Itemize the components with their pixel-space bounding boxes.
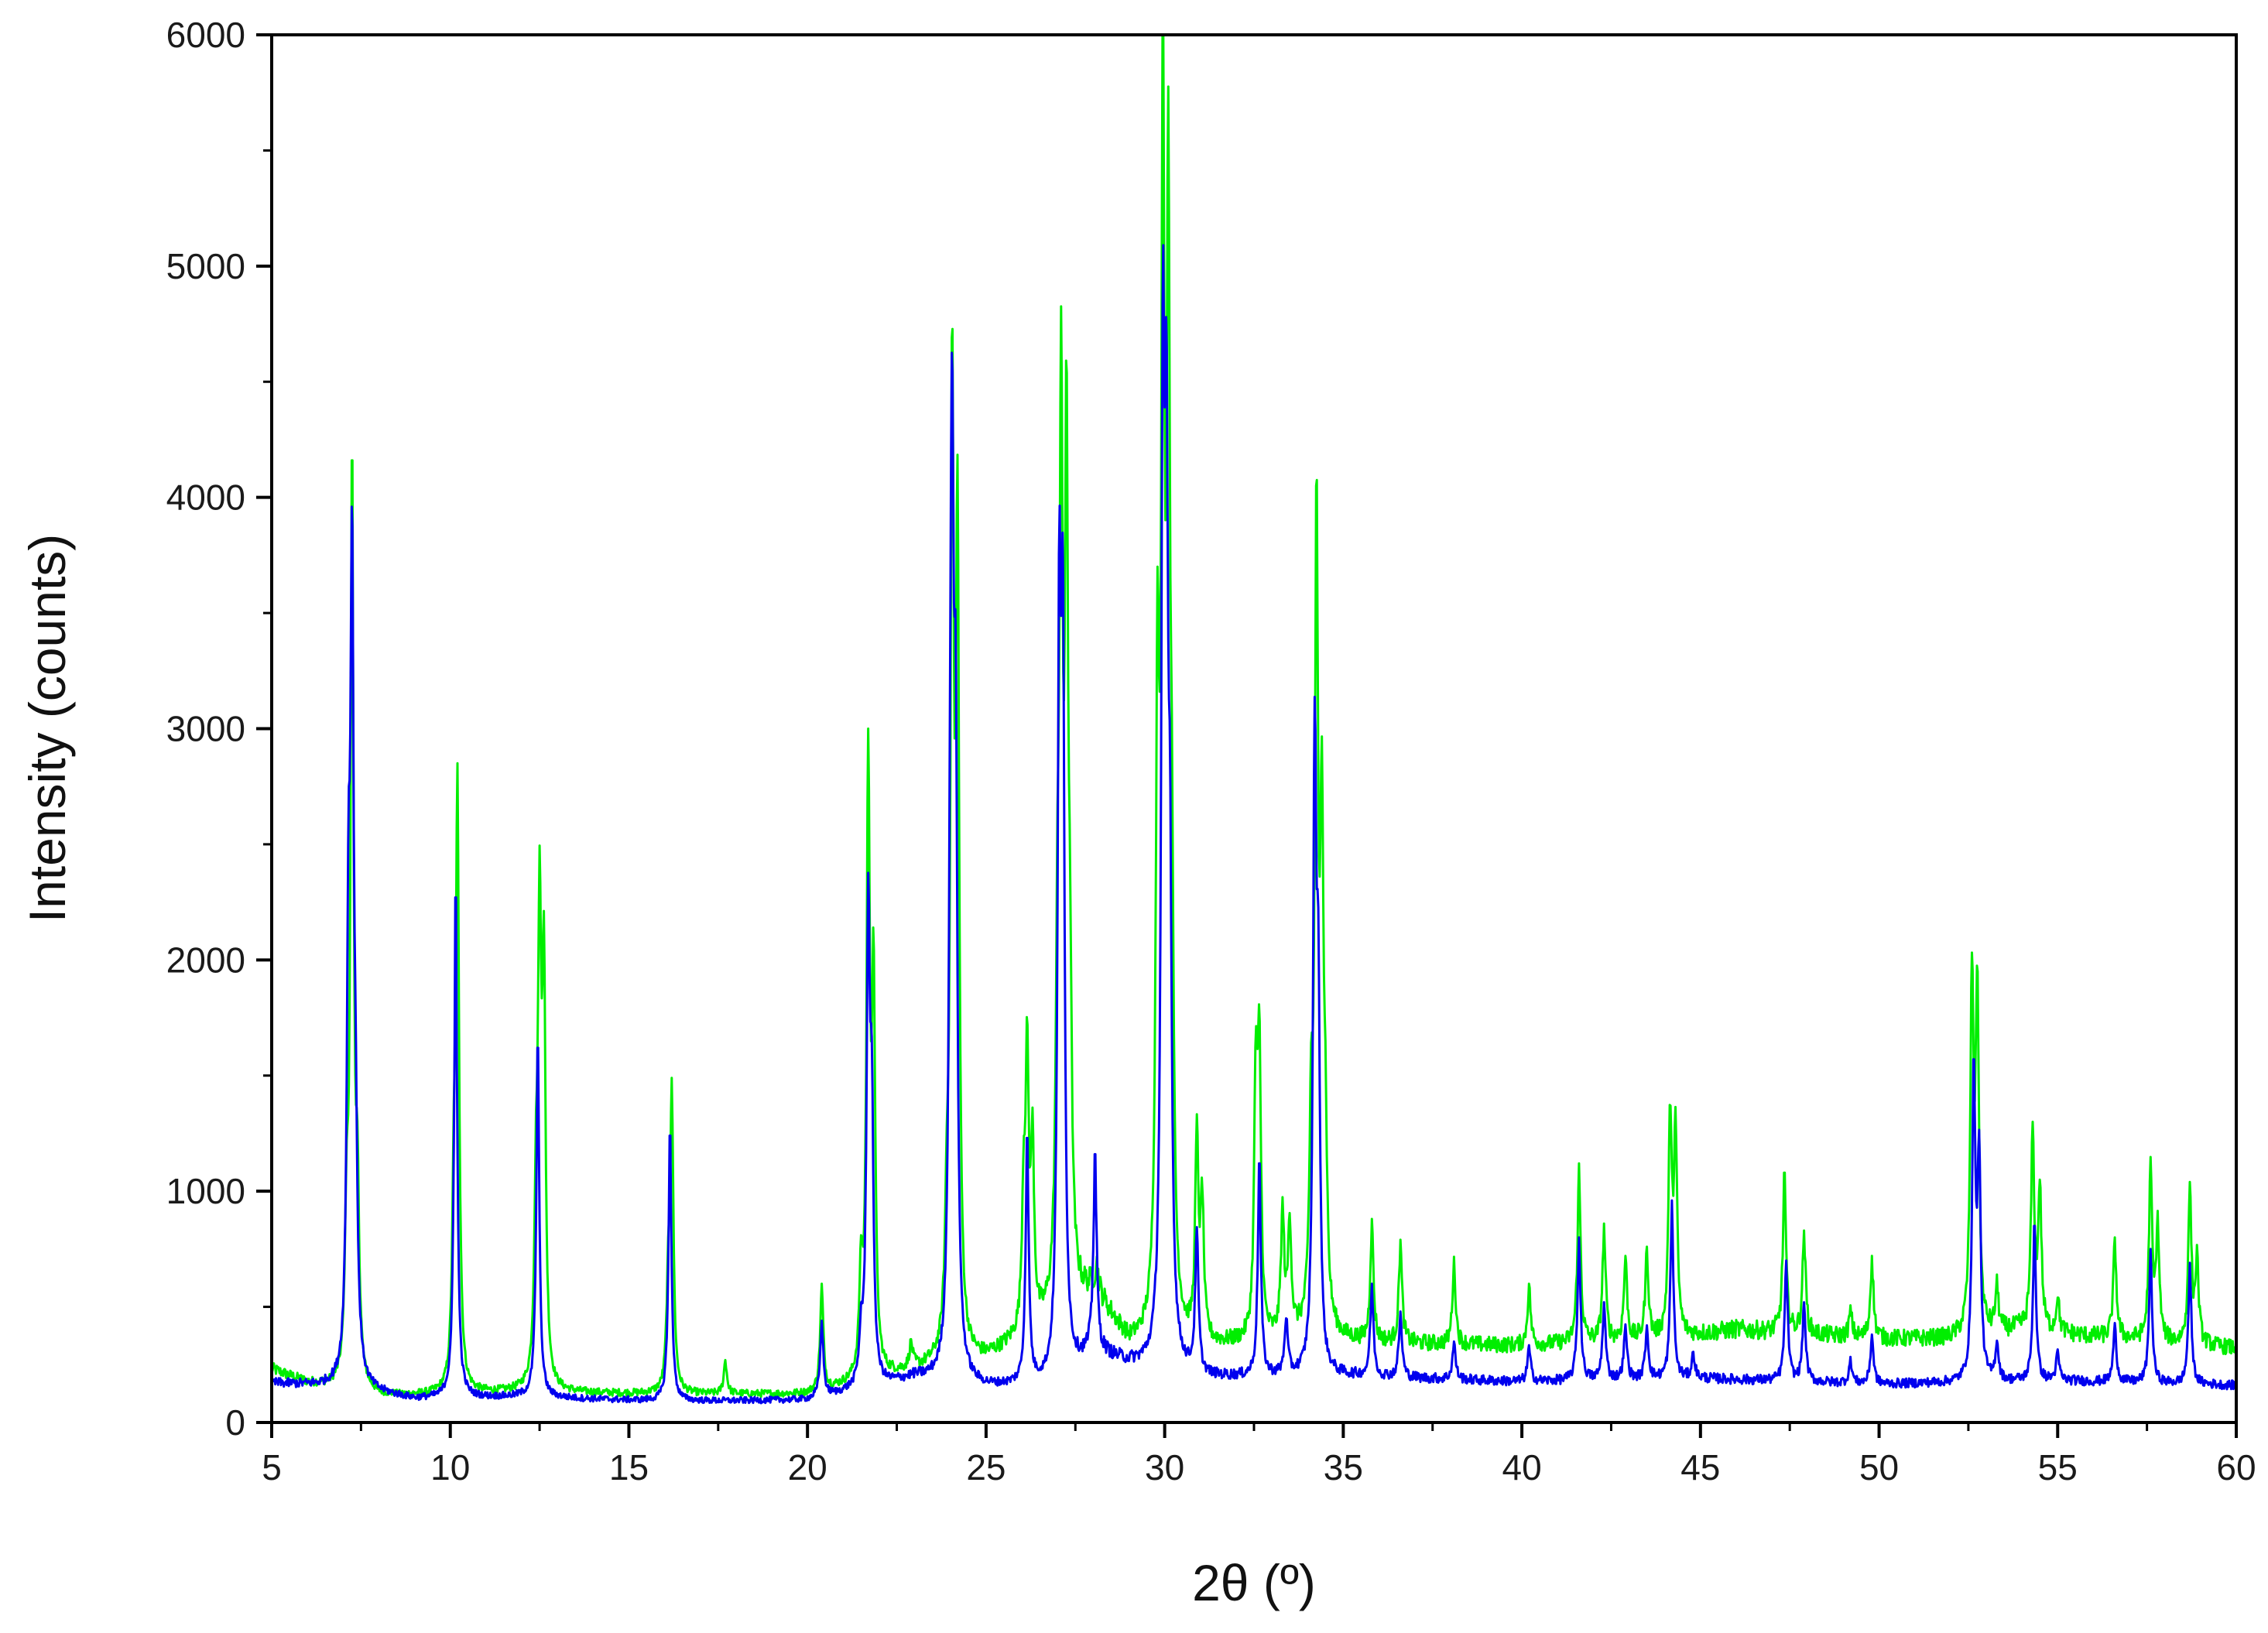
y-tick-label: 6000 (166, 15, 245, 55)
x-tick-label: 50 (1859, 1447, 1899, 1488)
y-tick-label: 3000 (166, 709, 245, 749)
x-tick-label: 40 (1502, 1447, 1542, 1488)
x-tick-label: 45 (1680, 1447, 1720, 1488)
y-tick-label: 5000 (166, 246, 245, 286)
x-axis-tick-labels: 5 10 15 20 25 30 35 40 45 50 55 60 (262, 1447, 2256, 1488)
y-tick-label: 1000 (166, 1171, 245, 1211)
y-tick-label: 4000 (166, 478, 245, 518)
x-tick-label: 5 (262, 1447, 282, 1488)
x-axis-title: 2θ (º) (1192, 1554, 1316, 1611)
x-axis-ticks (270, 1422, 2238, 1438)
x-tick-label: 30 (1145, 1447, 1184, 1488)
y-axis-title: Intensity (counts) (19, 534, 76, 923)
x-tick-label: 60 (2216, 1447, 2256, 1488)
series-layer (272, 35, 2236, 1405)
x-tick-label: 15 (609, 1447, 649, 1488)
x-tick-label: 35 (1324, 1447, 1363, 1488)
series-line-2 (272, 244, 2236, 1405)
y-tick-label: 0 (225, 1402, 245, 1443)
x-tick-label: 10 (430, 1447, 470, 1488)
y-axis-tick-labels: 0 1000 2000 3000 4000 5000 6000 (166, 15, 245, 1443)
y-tick-label: 2000 (166, 940, 245, 980)
x-tick-label: 55 (2038, 1447, 2078, 1488)
x-tick-label: 25 (966, 1447, 1006, 1488)
y-axis-ticks (256, 33, 272, 1424)
x-tick-label: 20 (788, 1447, 827, 1488)
series-line-1 (272, 35, 2236, 1398)
